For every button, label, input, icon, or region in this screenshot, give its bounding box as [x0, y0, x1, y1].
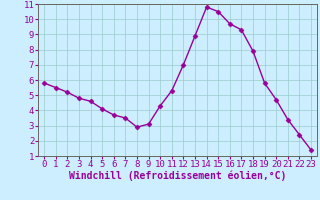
- X-axis label: Windchill (Refroidissement éolien,°C): Windchill (Refroidissement éolien,°C): [69, 171, 286, 181]
